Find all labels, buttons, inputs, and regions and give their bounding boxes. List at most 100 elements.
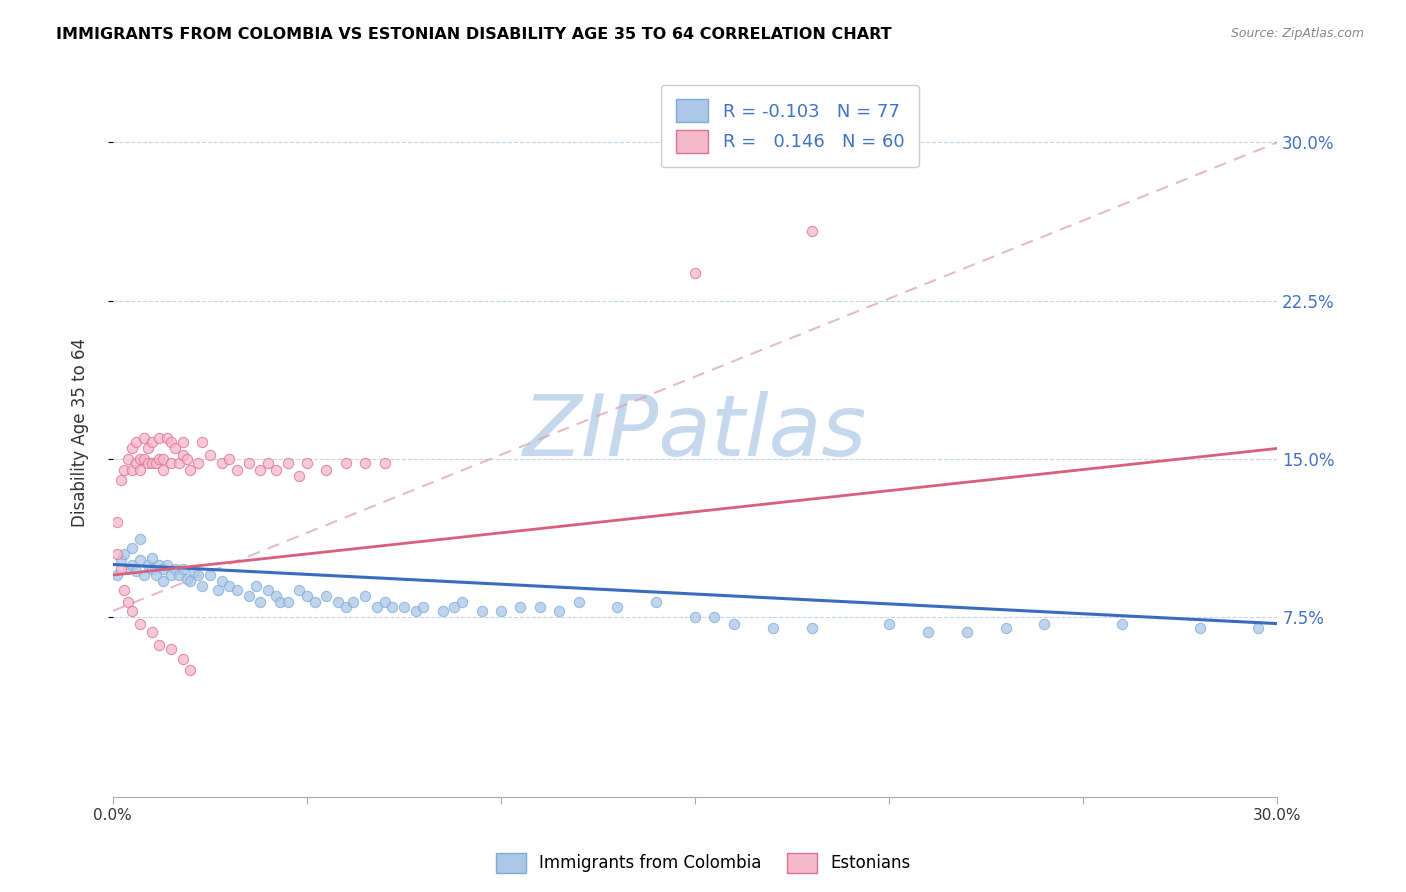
Point — [304, 595, 326, 609]
Point — [548, 604, 571, 618]
Point — [141, 625, 163, 640]
Point — [288, 582, 311, 597]
Point — [117, 452, 139, 467]
Point — [198, 568, 221, 582]
Point — [249, 462, 271, 476]
Point — [125, 564, 148, 578]
Point — [374, 456, 396, 470]
Point — [276, 456, 298, 470]
Point — [172, 562, 194, 576]
Point — [1111, 616, 1133, 631]
Point — [295, 589, 318, 603]
Point — [226, 582, 249, 597]
Point — [105, 516, 128, 530]
Point — [471, 604, 494, 618]
Point — [443, 599, 465, 614]
Point — [238, 589, 260, 603]
Point — [129, 462, 152, 476]
Point — [114, 582, 136, 597]
Point — [276, 595, 298, 609]
Point — [141, 456, 163, 470]
Point — [342, 595, 364, 609]
Point — [179, 663, 201, 677]
Point — [354, 456, 377, 470]
Point — [145, 568, 167, 582]
Point — [129, 532, 152, 546]
Text: ZIPatlas: ZIPatlas — [523, 391, 868, 474]
Point — [172, 652, 194, 666]
Point — [141, 435, 163, 450]
Point — [179, 574, 201, 589]
Point — [156, 431, 179, 445]
Point — [326, 595, 349, 609]
Point — [800, 224, 823, 238]
Point — [132, 568, 155, 582]
Point — [167, 456, 190, 470]
Point — [211, 574, 233, 589]
Point — [509, 599, 531, 614]
Point — [121, 604, 143, 618]
Y-axis label: Disability Age 35 to 64: Disability Age 35 to 64 — [72, 338, 89, 527]
Point — [1033, 616, 1056, 631]
Point — [183, 564, 205, 578]
Point — [245, 579, 267, 593]
Point — [136, 558, 159, 572]
Point — [129, 452, 152, 467]
Point — [152, 462, 174, 476]
Point — [148, 558, 170, 572]
Text: Source: ZipAtlas.com: Source: ZipAtlas.com — [1230, 27, 1364, 40]
Point — [187, 568, 209, 582]
Point — [191, 579, 214, 593]
Point — [335, 599, 357, 614]
Point — [172, 448, 194, 462]
Point — [163, 562, 186, 576]
Point — [160, 568, 183, 582]
Point — [152, 452, 174, 467]
Point — [1247, 621, 1270, 635]
Point — [288, 468, 311, 483]
Point — [374, 595, 396, 609]
Text: IMMIGRANTS FROM COLOMBIA VS ESTONIAN DISABILITY AGE 35 TO 64 CORRELATION CHART: IMMIGRANTS FROM COLOMBIA VS ESTONIAN DIS… — [56, 27, 891, 42]
Point — [354, 589, 377, 603]
Point — [218, 452, 240, 467]
Point — [218, 579, 240, 593]
Point — [163, 442, 186, 456]
Point — [529, 599, 551, 614]
Point — [269, 595, 291, 609]
Point — [187, 456, 209, 470]
Point — [148, 638, 170, 652]
Point — [110, 562, 132, 576]
Point — [141, 562, 163, 576]
Point — [198, 448, 221, 462]
Point — [167, 568, 190, 582]
Point — [117, 595, 139, 609]
Point — [295, 456, 318, 470]
Legend: R = -0.103   N = 77, R =   0.146   N = 60: R = -0.103 N = 77, R = 0.146 N = 60 — [661, 85, 920, 168]
Point — [136, 456, 159, 470]
Point — [568, 595, 591, 609]
Point — [152, 574, 174, 589]
Point — [877, 616, 900, 631]
Point — [129, 553, 152, 567]
Point — [207, 582, 229, 597]
Legend: Immigrants from Colombia, Estonians: Immigrants from Colombia, Estonians — [489, 847, 917, 880]
Point — [179, 462, 201, 476]
Point — [191, 435, 214, 450]
Point — [432, 604, 454, 618]
Point — [315, 589, 337, 603]
Point — [145, 456, 167, 470]
Point — [148, 452, 170, 467]
Point — [160, 435, 183, 450]
Point — [489, 604, 512, 618]
Point — [160, 642, 183, 657]
Point — [114, 547, 136, 561]
Point — [238, 456, 260, 470]
Point — [762, 621, 785, 635]
Point — [264, 462, 287, 476]
Point — [366, 599, 388, 614]
Point — [136, 442, 159, 456]
Point — [994, 621, 1017, 635]
Point — [141, 551, 163, 566]
Point — [392, 599, 415, 614]
Point — [148, 431, 170, 445]
